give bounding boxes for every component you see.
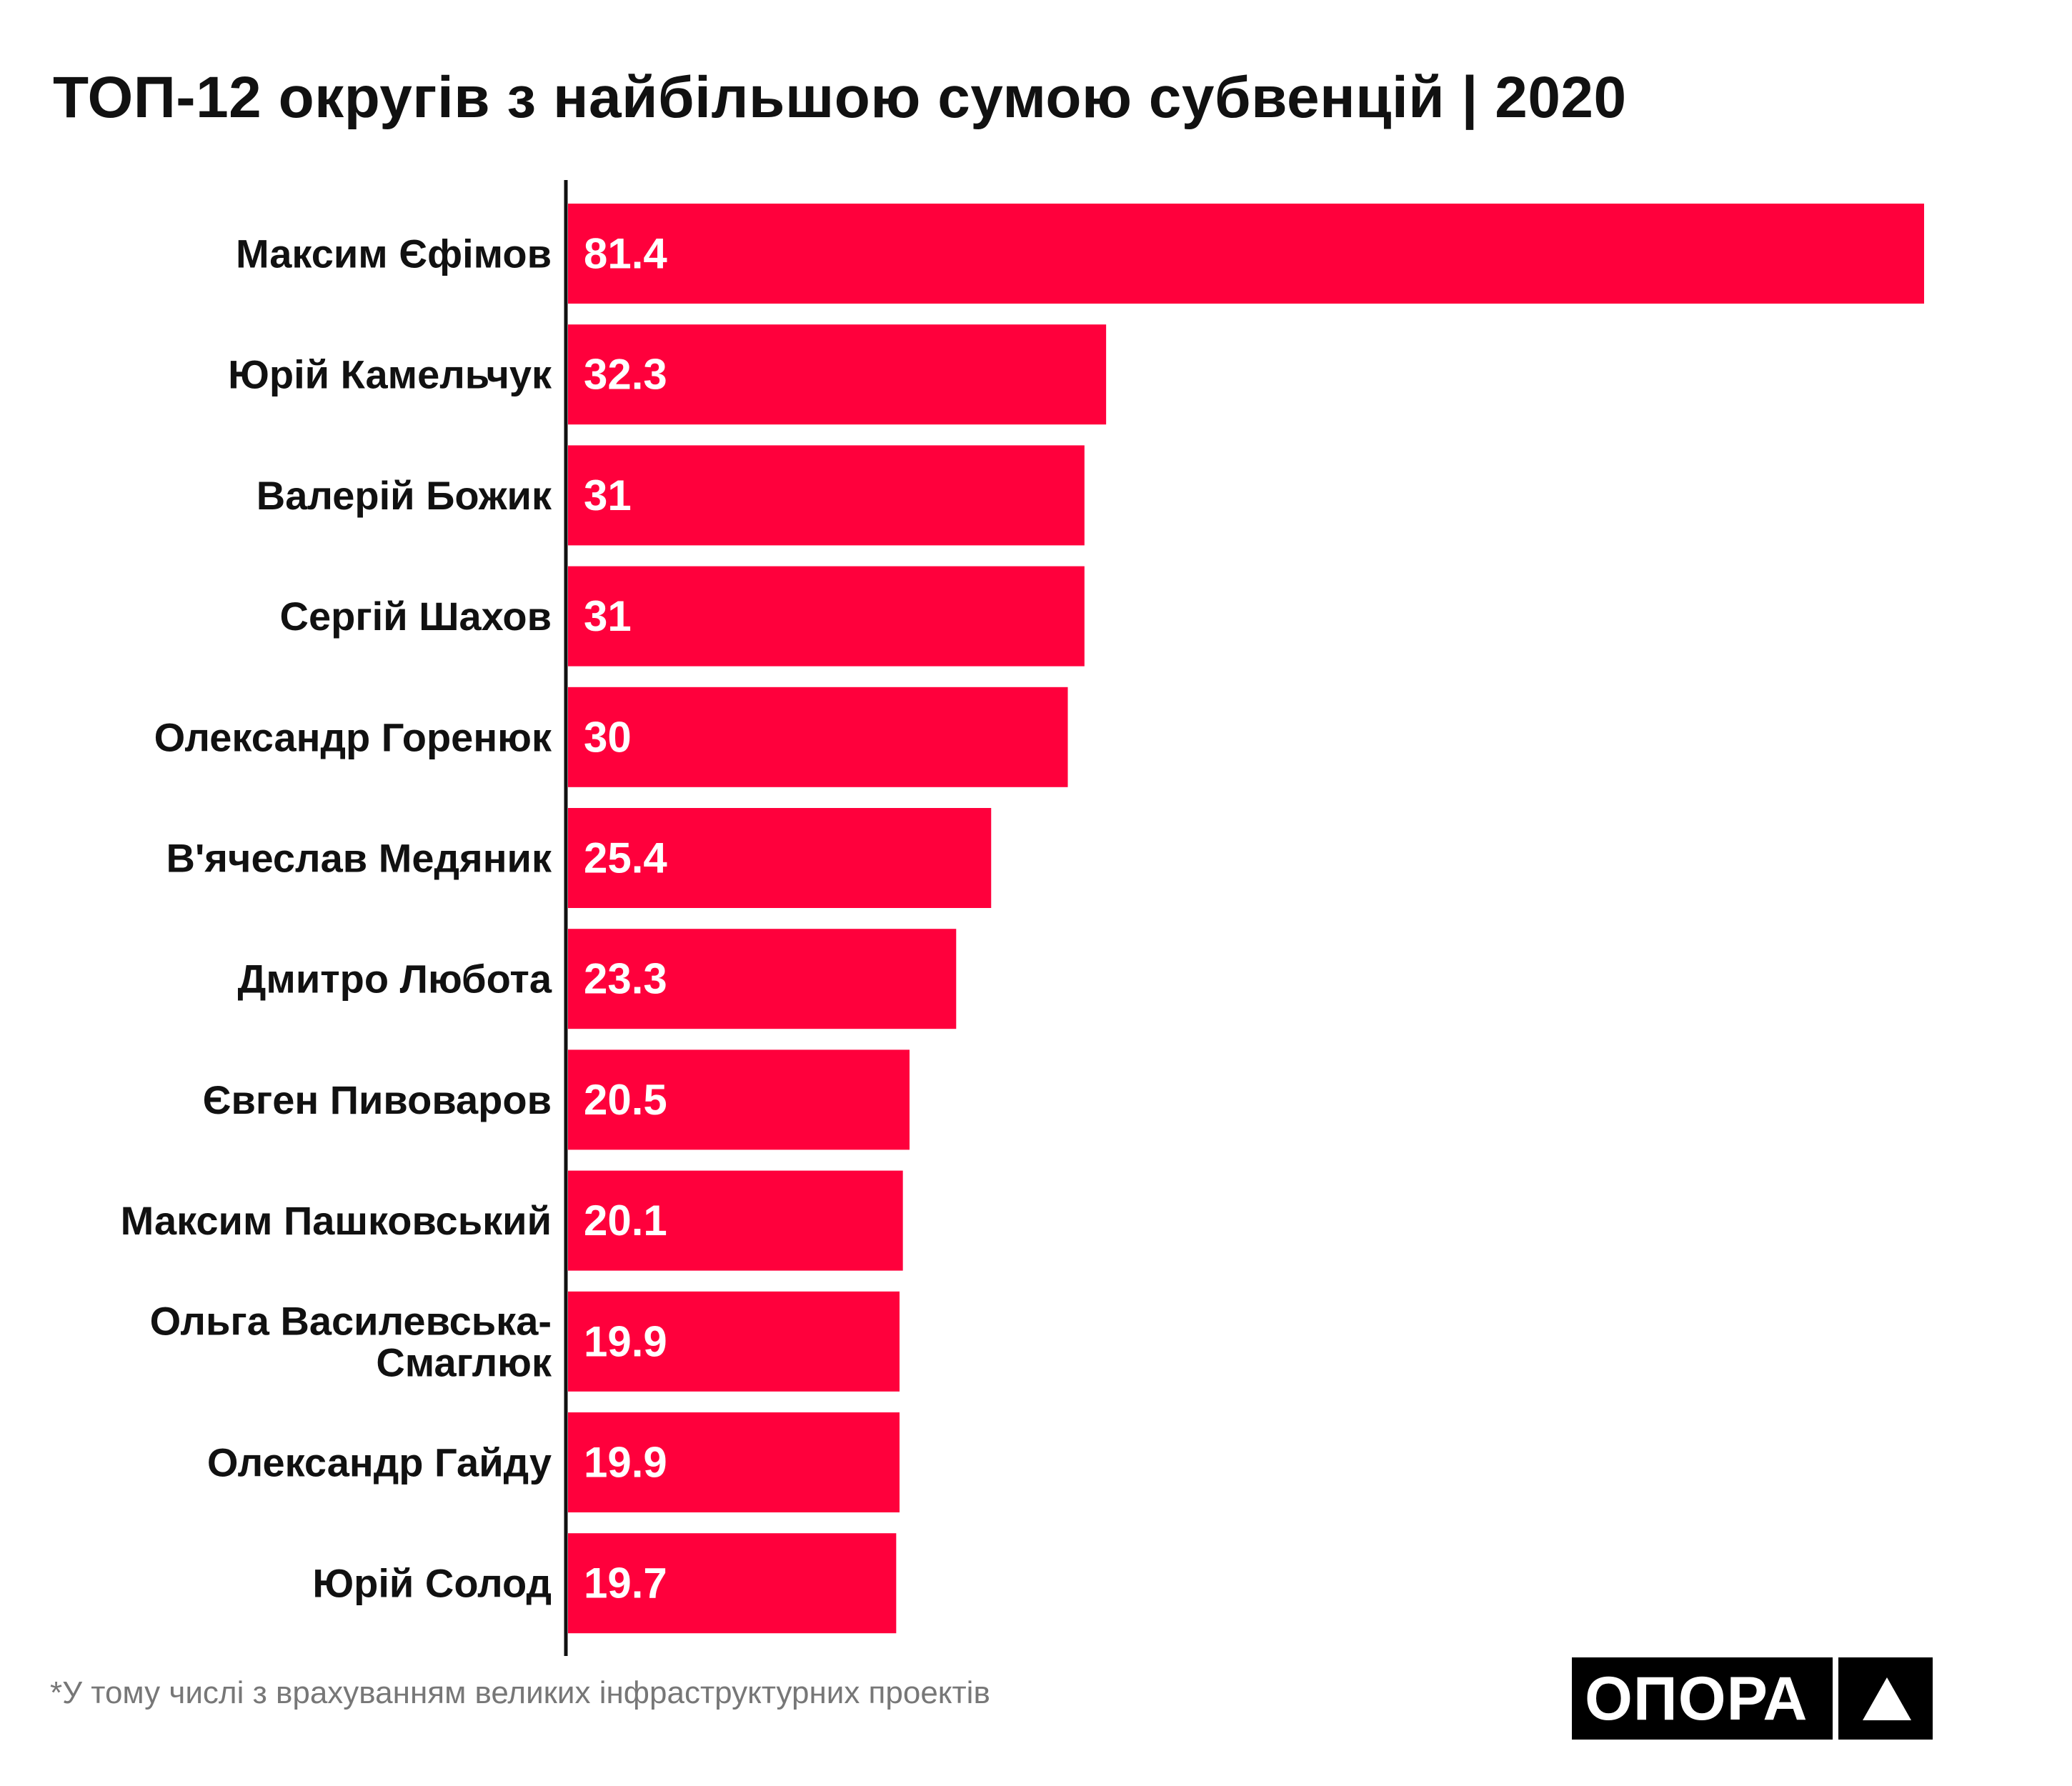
bar-6 (568, 808, 992, 908)
value-label-11: 19.9 (584, 1439, 667, 1487)
value-label-9: 20.1 (584, 1197, 667, 1244)
logo-text: ОПОРА (1585, 1664, 1808, 1733)
category-label-line: Валерій Божик (256, 473, 552, 518)
value-label-7: 23.3 (584, 955, 667, 1003)
triangle-icon (1862, 1677, 1911, 1720)
category-label-line: В'ячеслав Медяник (166, 836, 552, 881)
bar-1 (568, 204, 1924, 304)
bar-8 (568, 1049, 910, 1150)
category-label-line: Максим Єфімов (236, 231, 552, 276)
category-label-11: Олександр Гайду (207, 1440, 552, 1485)
category-label-7: Дмитро Любота (238, 957, 552, 1002)
bars-layer (568, 204, 1924, 1634)
bar-10 (568, 1291, 900, 1392)
category-label-12: Юрій Солод (312, 1561, 552, 1606)
bar-5 (568, 687, 1068, 787)
value-label-4: 31 (584, 592, 632, 640)
category-label-line: Максим Пашковський (121, 1198, 552, 1243)
value-label-2: 32.3 (584, 351, 667, 399)
category-label-line: Юрій Камельчук (228, 352, 552, 397)
bar-2 (568, 324, 1107, 425)
category-label-5: Олександр Горенюк (154, 714, 552, 759)
value-label-6: 25.4 (584, 834, 667, 882)
opora-logo: ОПОРА (1572, 1657, 1933, 1740)
category-label-8: Євген Пивоваров (203, 1077, 552, 1122)
category-label-line: Олександр Горенюк (154, 714, 552, 759)
bar-3 (568, 445, 1085, 546)
footnote: *У тому числі з врахуванням великих інфр… (50, 1675, 990, 1710)
category-label-line: Ольга Василевська- (150, 1298, 552, 1343)
category-label-3: Валерій Божик (256, 473, 552, 518)
category-label-line: Смаглюк (376, 1340, 552, 1385)
value-label-8: 20.5 (584, 1076, 667, 1124)
category-label-line: Олександр Гайду (207, 1440, 552, 1485)
value-label-5: 30 (584, 713, 632, 761)
bar-12 (568, 1533, 897, 1634)
category-label-10: Ольга Василевська-Смаглюк (150, 1298, 552, 1385)
category-label-4: Сергій Шахов (280, 594, 552, 639)
category-label-6: В'ячеслав Медяник (166, 836, 552, 881)
category-label-line: Євген Пивоваров (203, 1077, 552, 1122)
category-label-9: Максим Пашковський (121, 1198, 552, 1243)
category-label-2: Юрій Камельчук (228, 352, 552, 397)
labels-layer: 81.4 Максим Єфімов 32.3 Юрій Камельчук 31 Вал… (121, 230, 668, 1607)
value-label-10: 19.9 (584, 1317, 667, 1365)
bar-4 (568, 566, 1085, 667)
value-label-1: 81.4 (584, 230, 667, 278)
value-label-3: 31 (584, 472, 632, 519)
value-label-12: 19.7 (584, 1560, 667, 1607)
bar-11 (568, 1412, 900, 1512)
category-label-line: Сергій Шахов (280, 594, 552, 639)
category-label-line: Дмитро Любота (238, 957, 552, 1002)
bar-9 (568, 1170, 903, 1271)
chart-title: ТОП-12 округів з найбільшою сумою субвен… (53, 65, 1627, 130)
bar-7 (568, 929, 957, 1029)
category-label-line: Юрій Солод (312, 1561, 552, 1606)
logo-divider (1832, 1657, 1838, 1740)
category-label-1: Максим Єфімов (236, 231, 552, 276)
